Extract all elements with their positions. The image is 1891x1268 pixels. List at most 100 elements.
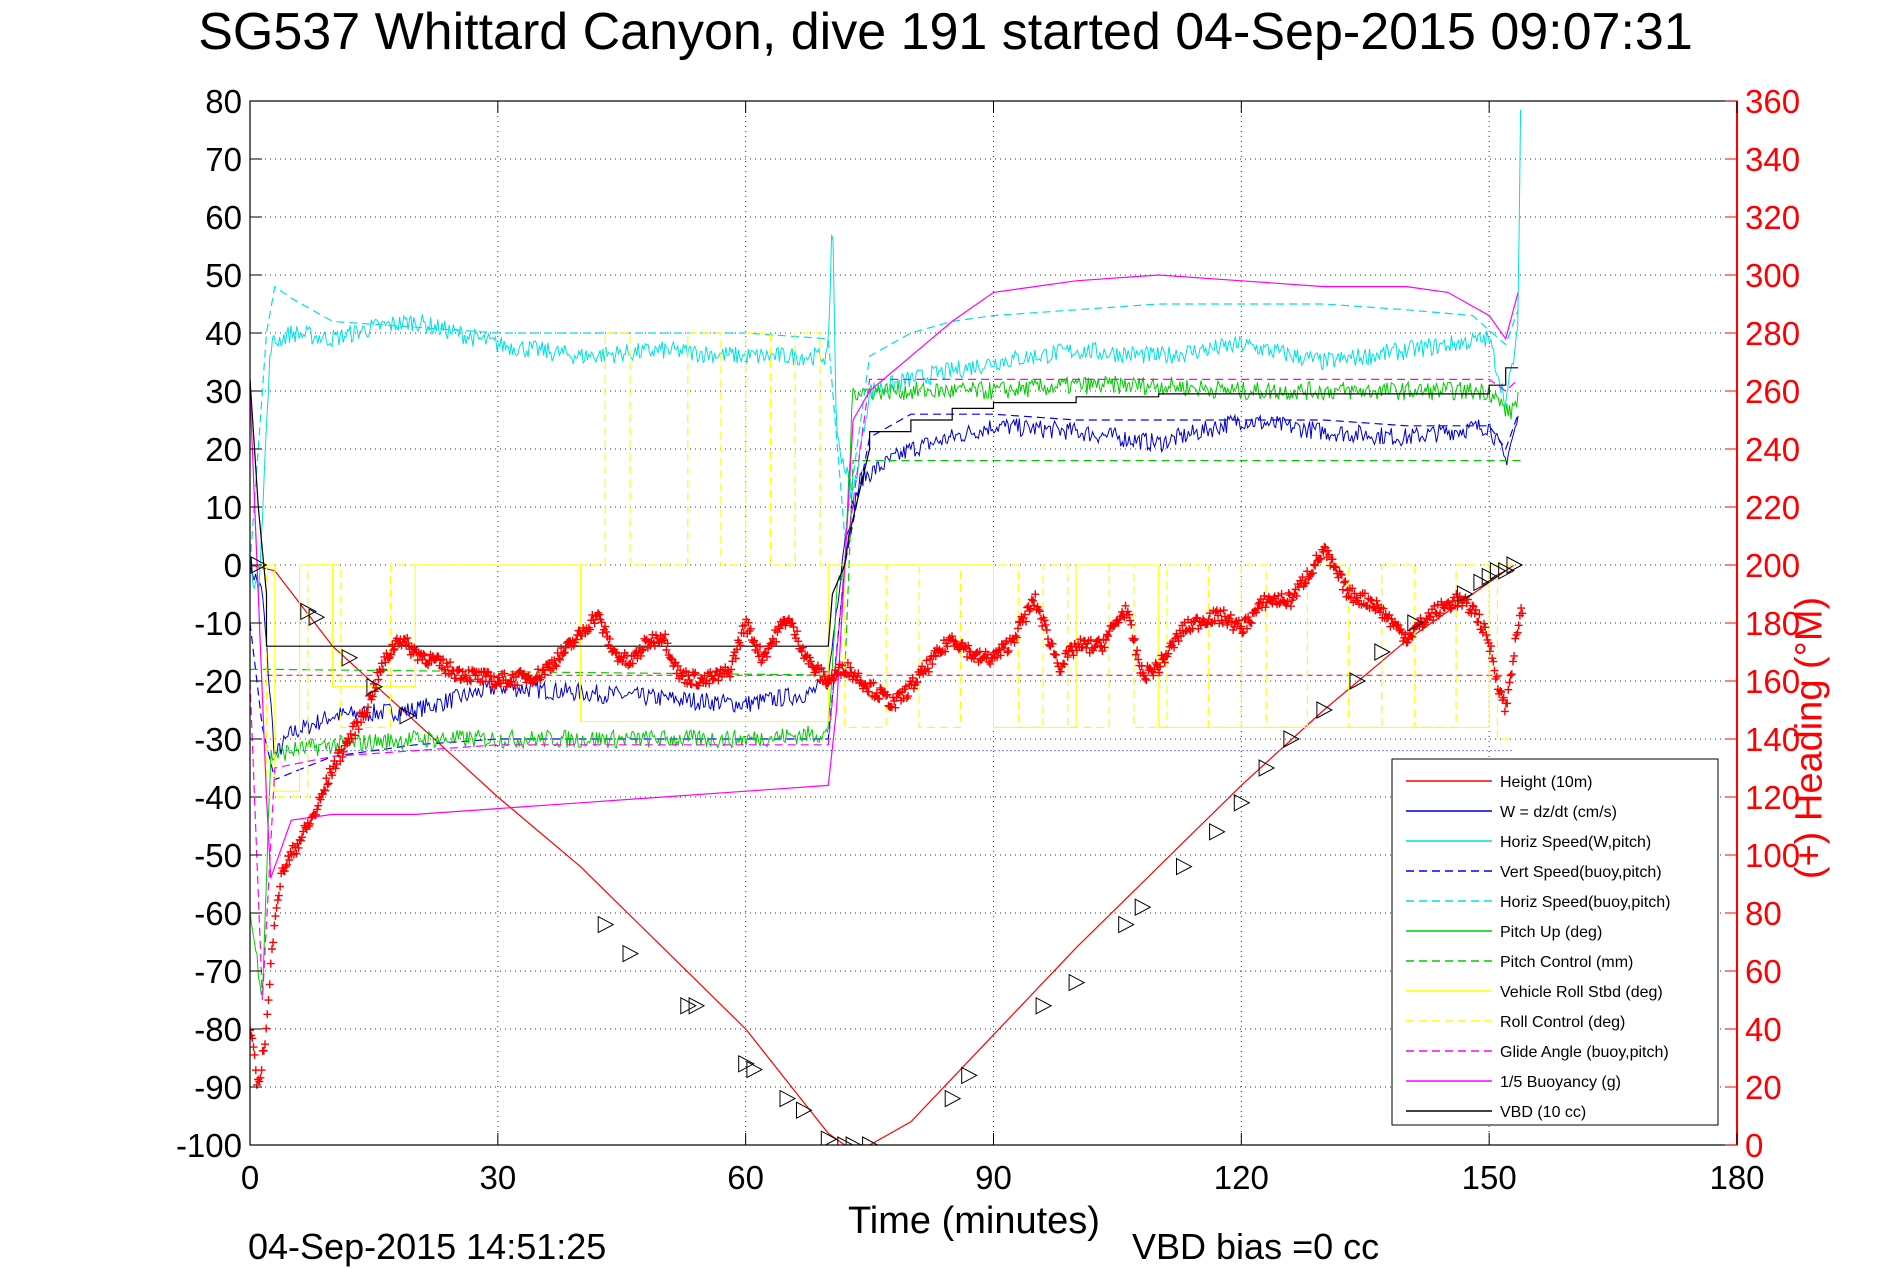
heading-point [1298, 573, 1307, 582]
heading-point [368, 692, 377, 701]
heading-point [1121, 601, 1130, 610]
triangle-marker [738, 1054, 755, 1073]
heading-point [923, 664, 932, 673]
heading-point [323, 780, 332, 789]
heading-point [1170, 643, 1179, 652]
legend-label: Horiz Speed(buoy,pitch) [1500, 894, 1670, 911]
heading-point [490, 672, 498, 681]
heading-point [322, 774, 331, 783]
heading-point [1142, 676, 1151, 685]
heading-point [828, 674, 837, 683]
heading-point [986, 659, 995, 668]
triangle-marker [961, 1066, 978, 1085]
timestamp-label: 04-Sep-2015 14:51:25 [248, 1226, 607, 1267]
x-tick-label: 0 [241, 1159, 259, 1196]
heading-point [1507, 670, 1516, 679]
heading-point [628, 659, 637, 668]
heading-point [922, 656, 931, 665]
heading-point [507, 677, 516, 686]
legend-box [1391, 758, 1719, 1126]
heading-point [306, 819, 315, 828]
heading-point [1286, 602, 1295, 611]
heading-point [390, 645, 399, 653]
heading-point [1326, 561, 1335, 570]
heading-point [1030, 601, 1039, 610]
heading-point [1130, 635, 1139, 643]
heading-point [584, 623, 593, 632]
y2-tick-label: 280 [1745, 315, 1800, 352]
y2-tick-label: 20 [1745, 1069, 1782, 1106]
heading-point [554, 654, 563, 663]
heading-point [1436, 609, 1445, 618]
y-tick-label: 80 [205, 83, 242, 120]
y-tick-label: -60 [194, 895, 242, 932]
triangle-marker [1498, 561, 1515, 580]
heading-point [1221, 612, 1229, 621]
heading-point [261, 1040, 269, 1049]
heading-point [1247, 619, 1256, 628]
y2-tick-label: 0 [1745, 1127, 1763, 1164]
y2-tick-label: 60 [1745, 953, 1782, 990]
heading-point [1337, 570, 1346, 579]
chart-title: SG537 Whittard Canyon, dive 191 started … [198, 3, 1693, 61]
heading-point [1325, 550, 1334, 559]
heading-point [314, 801, 323, 810]
y2-tick-label: 200 [1745, 547, 1800, 584]
heading-point [601, 622, 610, 631]
heading-point [1010, 638, 1019, 647]
heading-point [520, 669, 529, 678]
heading-point [1160, 658, 1169, 667]
heading-point [654, 639, 663, 647]
triangle-marker [779, 1089, 797, 1108]
heading-point [540, 670, 549, 679]
y-tick-label: -90 [194, 1069, 242, 1106]
heading-point [806, 657, 815, 666]
heading-point [1093, 636, 1102, 645]
triangle-marker [1349, 672, 1367, 690]
heading-point [1219, 606, 1228, 615]
heading-point [1003, 648, 1012, 657]
heading-point [1129, 636, 1138, 645]
heading-point [1319, 547, 1328, 556]
heading-point [1076, 635, 1085, 644]
heading-point [1212, 606, 1221, 615]
heading-point [1458, 601, 1467, 610]
heading-point [443, 662, 452, 671]
heading-point [1277, 589, 1286, 598]
heading-point [746, 624, 755, 633]
heading-point [1252, 608, 1261, 617]
heading-point [1400, 633, 1409, 642]
heading-point [1268, 599, 1277, 608]
heading-point [714, 676, 723, 685]
heading-point [658, 634, 667, 643]
heading-point [756, 642, 764, 651]
heading-point [788, 619, 797, 628]
heading-point [1422, 614, 1431, 623]
triangle-marker [796, 1101, 813, 1120]
triangle-marker [1118, 915, 1135, 934]
heading-point [442, 659, 451, 668]
heading-point [611, 648, 620, 657]
heading-point [1097, 642, 1106, 651]
heading-point [298, 833, 306, 842]
heading-point [478, 677, 487, 686]
series-line-11 [250, 367, 1519, 647]
heading-point [875, 695, 884, 703]
heading-point [1086, 635, 1095, 644]
heading-point [387, 650, 396, 659]
heading-point [1141, 674, 1150, 683]
heading-point [492, 681, 501, 690]
legend: Height (10m) W = dz/dt (cm/s) Horiz Speed(… [1391, 758, 1719, 1126]
triangle-marker [862, 1136, 879, 1145]
y-tick-label: -80 [194, 1011, 242, 1048]
heading-point [1090, 643, 1099, 652]
heading-point [772, 637, 781, 646]
heading-point [454, 666, 463, 675]
legend-label: Vert Speed(buoy,pitch) [1500, 864, 1662, 881]
x-tick-label: 150 [1462, 1159, 1517, 1196]
heading-point [1225, 614, 1234, 623]
series-line-7 [250, 564, 1514, 792]
x-tick-label: 120 [1214, 1159, 1269, 1196]
heading-point [1253, 604, 1262, 613]
heading-point [1040, 616, 1049, 625]
